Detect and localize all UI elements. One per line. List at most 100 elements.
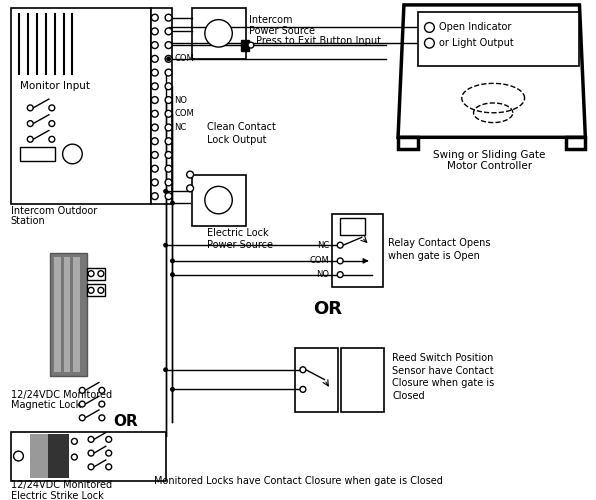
Circle shape [165,69,172,76]
Circle shape [165,28,172,35]
Text: ~: ~ [211,24,226,42]
Text: Station: Station [11,216,45,226]
Bar [566,138,585,149]
Circle shape [88,436,94,442]
Circle shape [151,83,159,89]
Circle shape [151,56,159,62]
Bar [64,257,70,372]
Circle shape [165,96,172,103]
Text: Sensor have Contact: Sensor have Contact [392,366,493,376]
Circle shape [151,179,159,186]
Circle shape [99,388,105,394]
Text: Relay Contact Opens: Relay Contact Opens [388,238,491,248]
Circle shape [170,200,175,205]
Circle shape [337,258,343,264]
Text: Motor Controller: Motor Controller [446,160,532,170]
Circle shape [151,110,159,117]
Bar [87,284,105,296]
Circle shape [151,138,159,144]
Text: COM: COM [310,256,330,266]
Text: or Light Output: or Light Output [439,38,514,48]
Text: Intercom Outdoor: Intercom Outdoor [11,206,97,216]
Circle shape [187,185,194,192]
Text: Monitored Locks have Contact Closure when gate is Closed: Monitored Locks have Contact Closure whe… [154,476,442,486]
Circle shape [88,450,94,456]
Bar [341,348,384,412]
Bar [11,432,166,480]
Text: Reed Switch Position: Reed Switch Position [392,353,493,363]
Circle shape [337,242,343,248]
Text: Monitor Input: Monitor Input [20,82,91,92]
Circle shape [170,272,175,277]
Circle shape [105,436,111,442]
Circle shape [165,192,172,200]
Circle shape [151,28,159,35]
Text: Electric Strike Lock: Electric Strike Lock [11,492,103,500]
Circle shape [49,120,55,126]
Bar [192,8,246,59]
Bar [340,218,365,236]
Circle shape [151,166,159,172]
Circle shape [151,96,159,103]
Text: COM: COM [175,54,194,64]
Circle shape [170,387,175,392]
Circle shape [163,242,168,248]
Circle shape [163,368,168,372]
Text: OR: OR [313,300,342,318]
Text: Swing or Sliding Gate: Swing or Sliding Gate [433,150,545,160]
Circle shape [151,192,159,200]
Circle shape [49,136,55,142]
Circle shape [151,14,159,21]
Circle shape [98,270,104,276]
Bar [333,214,383,288]
Circle shape [151,152,159,158]
Circle shape [165,138,172,144]
Circle shape [99,401,105,407]
Text: NO: NO [175,96,187,104]
Text: NC: NC [175,123,187,132]
Text: Closed: Closed [392,391,425,401]
Text: Open Indicator: Open Indicator [439,22,511,32]
Circle shape [170,258,175,264]
Circle shape [63,144,82,164]
Circle shape [79,415,85,420]
Bar [87,268,105,280]
Text: COM: COM [175,110,194,118]
Text: Intercom: Intercom [249,14,293,24]
Bar [30,434,48,478]
Circle shape [14,451,23,461]
Circle shape [165,56,172,62]
Bar [54,257,61,372]
Circle shape [27,105,33,111]
Circle shape [424,38,434,48]
Bar [48,434,70,478]
Circle shape [205,186,232,214]
Text: OR: OR [113,414,138,429]
Text: NO: NO [316,270,330,279]
Circle shape [165,14,172,21]
Circle shape [165,166,172,172]
Circle shape [165,42,172,48]
Circle shape [424,22,434,32]
Circle shape [165,124,172,131]
Circle shape [105,464,111,470]
Circle shape [187,171,194,178]
Circle shape [27,120,33,126]
Bar [418,12,579,66]
Text: Lock Output: Lock Output [207,135,266,145]
Text: Magnetic Lock: Magnetic Lock [11,400,81,410]
Text: 12/24VDC Monitored: 12/24VDC Monitored [11,390,112,400]
Circle shape [165,110,172,117]
Text: Closure when gate is: Closure when gate is [392,378,495,388]
Bar [241,40,249,51]
Text: Electric Lock: Electric Lock [207,228,268,238]
Bar [50,253,87,376]
Text: ~: ~ [211,191,226,209]
Polygon shape [398,5,585,138]
Text: when gate is Open: when gate is Open [388,251,480,261]
Text: Power Source: Power Source [249,26,315,36]
Circle shape [98,288,104,293]
Circle shape [205,20,232,47]
Bar [73,257,80,372]
Circle shape [79,401,85,407]
